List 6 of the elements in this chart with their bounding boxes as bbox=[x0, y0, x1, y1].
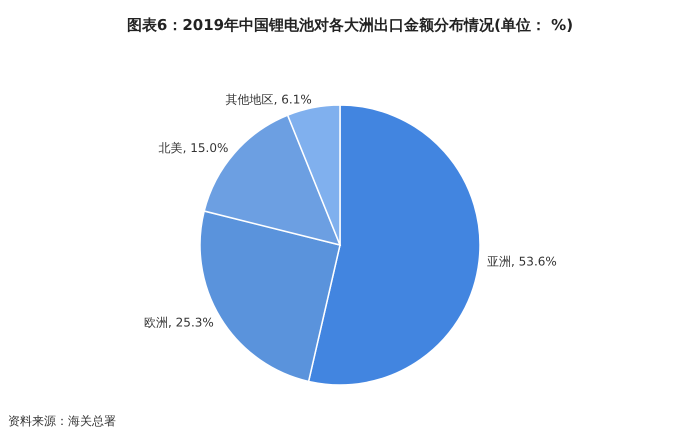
slice-label: 亚洲, 53.6% bbox=[487, 254, 557, 269]
chart-title: 图表6：2019年中国锂电池对各大洲出口金额分布情况(单位： %) bbox=[126, 16, 574, 34]
text: 资料来源：海关总署 bbox=[8, 414, 116, 428]
slice-label: 欧洲, 25.3% bbox=[144, 315, 214, 330]
slice-label: 北美, 15.0% bbox=[158, 140, 228, 155]
slice-label: 其他地区, 6.1% bbox=[226, 92, 312, 107]
